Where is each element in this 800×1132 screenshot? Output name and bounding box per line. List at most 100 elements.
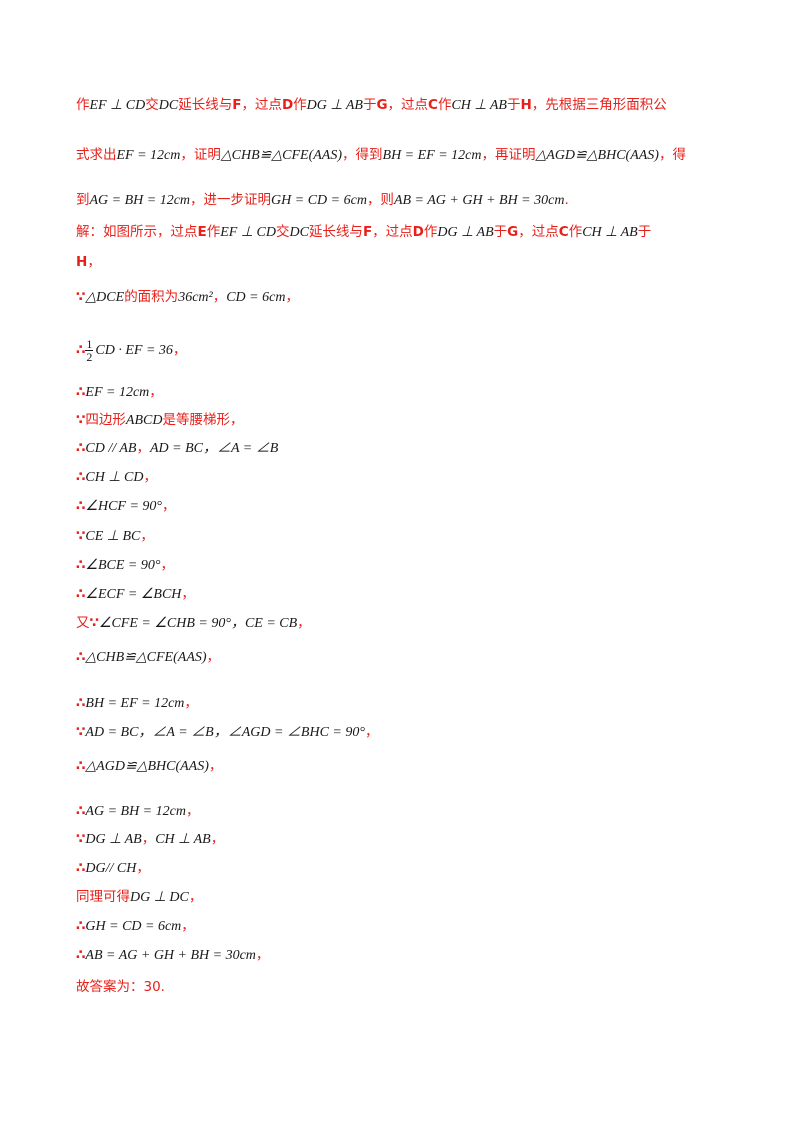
text: ，过点: [518, 224, 559, 240]
step-13: ∴BH = EF = 12cm，: [76, 694, 198, 713]
step-21: ∴AB = AG + GH + BH = 30cm，: [76, 946, 269, 965]
text: ，: [136, 440, 150, 456]
text: ，: [212, 289, 227, 305]
analysis-line-2: 式求出EF = 12cm，证明△CHB≌△CFE(AAS)，得到BH = EF …: [76, 146, 686, 165]
math-expression: CD // AB: [85, 441, 137, 456]
math-expression: DG ⊥ AB: [306, 98, 363, 113]
step-2: ∴ 1 2 CD · EF = 36，: [76, 336, 186, 365]
text: ，: [149, 384, 163, 400]
math-expression: △AGD≌△BHC(AAS): [535, 148, 659, 163]
text: 于: [506, 97, 521, 113]
therefore-symbol: ∴: [76, 860, 86, 876]
text: .: [564, 192, 569, 208]
text: ，先根据三角形面积公: [531, 97, 667, 113]
step-15: ∴△AGD≌△BHC(AAS)，: [76, 757, 222, 776]
text: ，进一步证明: [190, 192, 272, 208]
math-expression: AD = BC，∠A = ∠B，∠AGD = ∠BHC = 90°: [85, 725, 365, 740]
math-expression: AG = BH = 12cm: [89, 193, 191, 208]
step-19: 同理可得DG ⊥ DC，: [76, 888, 202, 907]
math-expression: ABCD: [125, 413, 163, 428]
step-11: 又∵∠CFE = ∠CHB = 90°，CE = CB，: [76, 614, 311, 633]
text: ，: [188, 889, 203, 905]
step-10: ∴∠ECF = ∠BCH，: [76, 585, 195, 604]
text: 于: [637, 224, 652, 240]
therefore-symbol: ∴: [76, 803, 86, 819]
analysis-line-3: 到AG = BH = 12cm，进一步证明GH = CD = 6cm，则AB =…: [76, 191, 569, 210]
math-expression: BH = EF = 12cm: [85, 696, 185, 711]
text: ，: [87, 254, 101, 270]
text: 作: [437, 97, 452, 113]
fraction-numerator: 1: [85, 336, 94, 351]
point-label: F: [362, 224, 373, 240]
text: ，: [185, 803, 200, 819]
text: 作: [206, 224, 221, 240]
math-expression: CH ⊥ AB: [451, 98, 507, 113]
math-expression: CE ⊥ BC: [85, 529, 141, 544]
text: 延长线与: [308, 224, 363, 240]
math-expression: ∠BCE = 90°: [85, 558, 161, 573]
text: 于: [362, 97, 377, 113]
text: ，过点: [241, 97, 282, 113]
math-expression: △CHB≌△CFE(AAS): [220, 148, 343, 163]
point-label: G: [376, 97, 388, 113]
math-expression: AB = AG + GH + BH = 30cm: [85, 948, 256, 963]
math-expression: GH = CD = 6cm: [85, 919, 182, 934]
math-expression: CD = 6cm: [226, 290, 286, 305]
point-label: C: [428, 97, 438, 113]
text: 作: [76, 97, 90, 113]
text: 式求出: [76, 147, 117, 163]
text: 交: [145, 97, 159, 113]
math-expression: CH ⊥ AB: [155, 832, 211, 847]
therefore-symbol: ∴: [76, 758, 86, 774]
text: ，: [141, 831, 156, 847]
solution-line-2: H，: [76, 253, 101, 271]
text: 作: [423, 224, 438, 240]
step-4: ∵四边形ABCD是等腰梯形，: [76, 411, 243, 430]
because-symbol: ∵: [89, 615, 99, 631]
text: ，证明: [180, 147, 221, 163]
text: 的面积为: [124, 289, 179, 305]
text: ，: [255, 947, 270, 963]
final-answer: 故答案为：30.: [76, 978, 165, 996]
text: ，: [285, 289, 299, 305]
point-label: D: [412, 224, 424, 240]
because-symbol: ∵: [76, 528, 86, 544]
text: ，: [172, 342, 187, 358]
text: ，: [297, 615, 311, 631]
math-expression: DG// CH: [85, 861, 137, 876]
math-expression: AB = AG + GH + BH = 30cm: [393, 193, 565, 208]
text: 同理可得: [76, 889, 130, 905]
fraction-denominator: 2: [86, 349, 93, 364]
text: ，: [136, 860, 150, 876]
text: ，得到: [342, 147, 383, 163]
because-symbol: ∵: [76, 724, 86, 740]
text: ，得: [658, 147, 686, 163]
step-7: ∴∠HCF = 90°，: [76, 497, 176, 516]
step-9: ∴∠BCE = 90°，: [76, 556, 174, 575]
step-5: ∴CD // AB，AD = BC，∠A = ∠B: [76, 439, 278, 458]
text: 到: [76, 192, 90, 208]
text: ，: [181, 586, 195, 602]
text: ，: [162, 498, 176, 514]
math-expression: GH = CD = 6cm: [271, 193, 367, 208]
step-1: ∵△DCE的面积为36cm²，CD = 6cm，: [76, 288, 299, 307]
final-answer-text: 故答案为：30.: [76, 979, 165, 995]
analysis-line-1: 作EF ⊥ CD交DC延长线与F，过点D作DG ⊥ AB于G，过点C作CH ⊥ …: [76, 96, 667, 115]
math-expression: △AGD≌△BHC(AAS): [85, 759, 209, 774]
math-expression: ∠HCF = 90°: [85, 499, 163, 514]
point-label: D: [281, 97, 294, 113]
math-expression: △CHB≌△CFE(AAS): [85, 650, 207, 665]
math-expression: EF = 12cm: [116, 148, 181, 163]
text: ，: [364, 724, 379, 740]
text: 交: [275, 224, 290, 240]
text: ，则: [366, 192, 394, 208]
point-label: H: [76, 254, 88, 270]
step-18: ∴DG// CH，: [76, 859, 150, 878]
solution-line-1: 解：如图所示，过点E作EF ⊥ CD交DC延长线与F，过点D作DG ⊥ AB于G…: [76, 223, 651, 242]
step-20: ∴GH = CD = 6cm，: [76, 917, 195, 936]
step-17: ∵DG ⊥ AB，CH ⊥ AB，: [76, 830, 224, 849]
therefore-symbol: ∴: [76, 469, 86, 485]
text: 作: [568, 224, 583, 240]
